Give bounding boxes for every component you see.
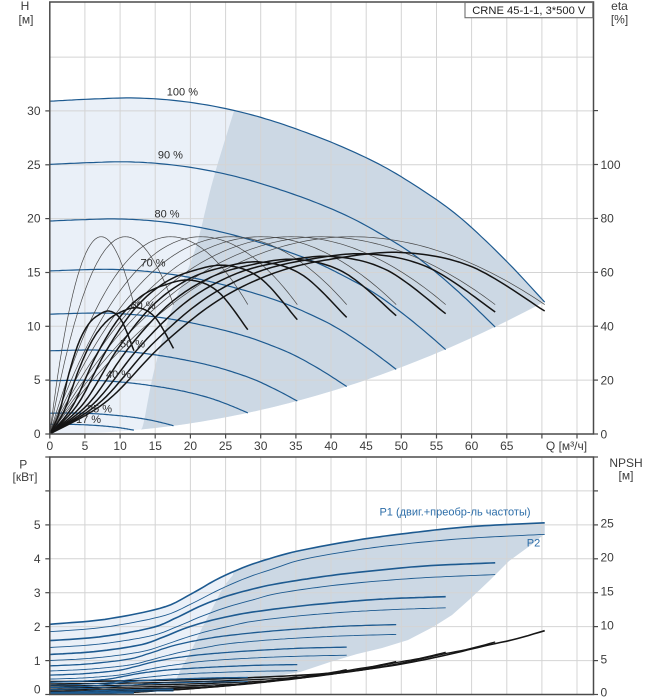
svg-text:25: 25 [601,517,615,531]
svg-text:Q [м³/ч]: Q [м³/ч] [546,439,587,453]
svg-text:15: 15 [601,585,615,599]
svg-text:35: 35 [289,439,303,453]
svg-text:0: 0 [34,427,41,441]
svg-text:60: 60 [465,439,479,453]
svg-text:17 %: 17 % [76,414,101,426]
svg-text:70 %: 70 % [140,258,165,270]
svg-text:80: 80 [601,212,615,226]
svg-text:30: 30 [27,104,41,118]
svg-text:eta: eta [611,0,628,13]
svg-text:40 %: 40 % [106,369,131,381]
svg-text:90 %: 90 % [158,150,183,162]
svg-text:0: 0 [601,427,608,441]
svg-text:0: 0 [46,439,53,453]
svg-text:80 %: 80 % [154,209,179,221]
svg-text:CRNE 45-1-1, 3*500 V: CRNE 45-1-1, 3*500 V [472,5,586,17]
svg-text:20: 20 [27,212,41,226]
svg-text:P2: P2 [527,538,540,550]
svg-text:5: 5 [34,373,41,387]
svg-text:25 %: 25 % [87,404,112,416]
svg-text:65: 65 [500,439,514,453]
svg-text:2: 2 [34,620,41,634]
svg-text:[%]: [%] [611,13,628,27]
svg-text:[кВт]: [кВт] [12,470,37,484]
svg-text:20: 20 [184,439,198,453]
svg-text:50: 50 [395,439,409,453]
svg-text:NPSH: NPSH [609,456,642,470]
svg-text:40: 40 [324,439,338,453]
svg-text:100: 100 [601,158,621,172]
svg-text:10: 10 [113,439,127,453]
svg-text:25: 25 [27,158,41,172]
svg-text:20: 20 [601,551,615,565]
svg-text:60 %: 60 % [130,300,155,312]
svg-text:5: 5 [601,652,608,666]
svg-text:45: 45 [359,439,373,453]
svg-text:10: 10 [601,618,615,632]
svg-text:[м]: [м] [19,13,34,27]
svg-text:60: 60 [601,266,615,280]
svg-text:[м]: [м] [619,469,634,483]
svg-text:25: 25 [219,439,233,453]
svg-text:55: 55 [430,439,444,453]
svg-text:15: 15 [27,265,41,279]
svg-text:P1 (двиг.+преобр-ль частоты): P1 (двиг.+преобр-ль частоты) [379,507,530,519]
svg-text:H: H [21,0,30,13]
svg-text:5: 5 [82,439,89,453]
svg-text:15: 15 [149,439,163,453]
svg-text:0: 0 [34,682,41,696]
svg-text:40: 40 [601,320,615,334]
svg-text:20: 20 [601,373,615,387]
svg-text:1: 1 [34,654,41,668]
svg-text:0: 0 [601,685,608,699]
svg-text:10: 10 [27,319,41,333]
svg-text:P: P [19,458,27,472]
svg-text:5: 5 [34,518,41,532]
svg-text:4: 4 [34,552,41,566]
svg-text:3: 3 [34,586,41,600]
svg-text:50 %: 50 % [120,339,145,351]
svg-text:100 %: 100 % [167,87,198,99]
svg-text:30: 30 [254,439,268,453]
